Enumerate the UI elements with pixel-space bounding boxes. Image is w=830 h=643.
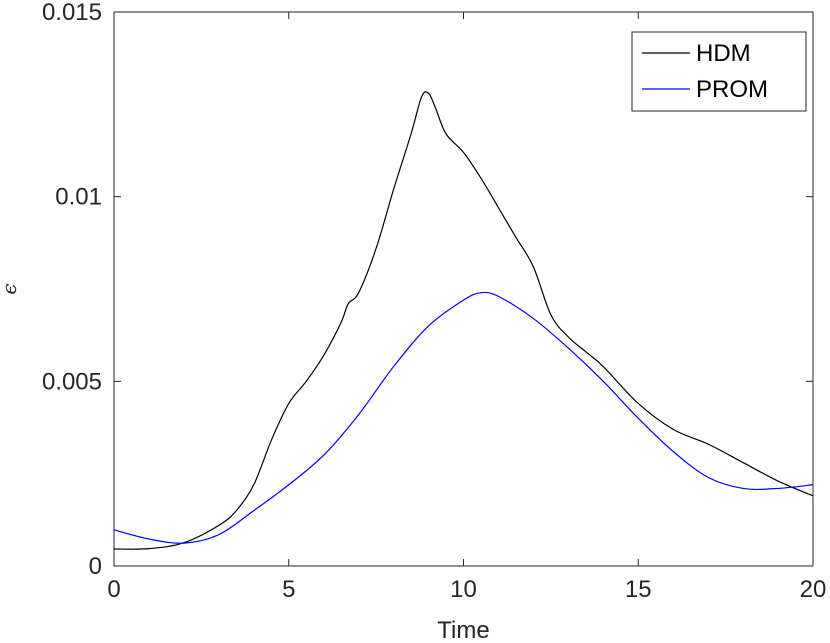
x-tick-label: 10 — [450, 576, 477, 603]
y-tick-label: 0.015 — [42, 0, 102, 26]
legend-label-prom: PROM — [696, 76, 768, 103]
x-tick-label: 15 — [625, 576, 652, 603]
series-layer — [113, 91, 814, 550]
x-tick-labels: 0 5 10 15 20 — [107, 576, 826, 603]
series-line-prom — [113, 291, 814, 544]
y-tick-labels: 0 0.005 0.01 0.015 — [42, 0, 102, 580]
series-line-hdm — [113, 91, 814, 550]
legend-box — [631, 31, 807, 112]
y-tick-label: 0.01 — [55, 184, 102, 211]
x-tick-label: 20 — [800, 576, 827, 603]
ticks-layer — [113, 11, 814, 567]
legend-label-hdm: HDM — [696, 40, 751, 67]
x-tick-label: 5 — [282, 576, 295, 603]
x-tick-label: 0 — [107, 576, 120, 603]
legend: HDM PROM — [631, 31, 807, 112]
x-axis-label: Time — [437, 617, 489, 643]
y-tick-label: 0.005 — [42, 368, 102, 395]
y-axis-label: ϵ — [0, 283, 21, 294]
y-tick-label: 0 — [89, 553, 102, 580]
